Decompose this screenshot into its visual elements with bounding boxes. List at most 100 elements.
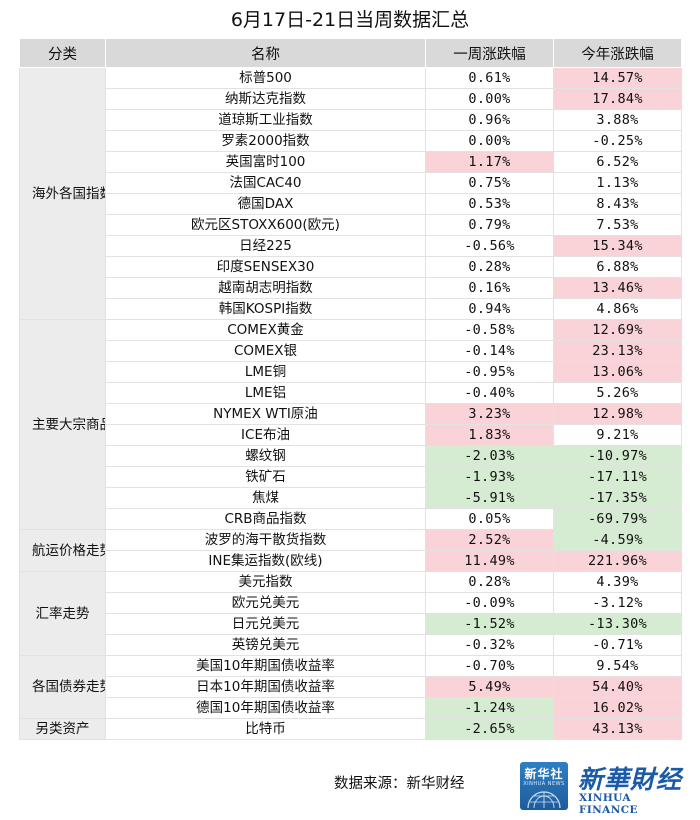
- week-change-cell: 0.96%: [425, 109, 554, 131]
- table-row: 另类资产 比特币 -2.65% 43.13%: [19, 718, 682, 740]
- table-row: 越南胡志明指数 0.16% 13.46%: [20, 277, 682, 299]
- ytd-change-cell: 17.84%: [553, 88, 682, 110]
- table-row: 主要大宗商品 COMEX黄金 -0.58% 12.69%: [19, 319, 682, 530]
- week-change-cell: 0.75%: [425, 172, 554, 194]
- name-cell: CRB商品指数: [105, 508, 426, 530]
- week-change-cell: 1.83%: [425, 424, 554, 446]
- table-row: LME铜 -0.95% 13.06%: [20, 361, 682, 383]
- name-cell: 道琼斯工业指数: [105, 109, 426, 131]
- xinhua-finance-logo: 新華財经 XINHUA FINANCE: [578, 765, 683, 816]
- week-change-cell: -0.09%: [425, 592, 554, 614]
- name-cell: 罗素2000指数: [105, 130, 426, 152]
- table-row: 英国富时100 1.17% 6.52%: [20, 151, 682, 173]
- name-cell: 焦煤: [105, 487, 426, 509]
- name-cell: 铁矿石: [105, 466, 426, 488]
- table-row: 印度SENSEX30 0.28% 6.88%: [20, 256, 682, 278]
- name-cell: 日本10年期国债收益率: [105, 676, 426, 698]
- week-change-cell: -1.24%: [425, 697, 554, 719]
- table-row: NYMEX WTI原油 3.23% 12.98%: [20, 403, 682, 425]
- name-cell: 波罗的海干散货指数: [105, 529, 426, 551]
- name-cell: LME铝: [105, 382, 426, 404]
- name-cell: 英镑兑美元: [105, 634, 426, 656]
- name-cell: ICE布油: [105, 424, 426, 446]
- ytd-change-cell: -10.97%: [553, 445, 682, 467]
- week-change-cell: -2.03%: [425, 445, 554, 467]
- ytd-change-cell: -17.11%: [553, 466, 682, 488]
- xinhua-news-logo: 新华社 XINHUA NEWS: [520, 762, 568, 810]
- ytd-change-cell: 23.13%: [553, 340, 682, 362]
- header-category: 分类: [19, 38, 106, 68]
- category-cell: 汇率走势: [19, 571, 106, 656]
- name-cell: 印度SENSEX30: [105, 256, 426, 278]
- table-row: 德国DAX 0.53% 8.43%: [20, 193, 682, 215]
- week-change-cell: -5.91%: [425, 487, 554, 509]
- category-cell: 各国债券走势: [19, 655, 106, 719]
- ytd-change-cell: 16.02%: [553, 697, 682, 719]
- ytd-change-cell: 12.69%: [553, 319, 682, 341]
- ytd-change-cell: 9.21%: [553, 424, 682, 446]
- name-cell: 越南胡志明指数: [105, 277, 426, 299]
- name-cell: 日经225: [105, 235, 426, 257]
- table-row: 日元兑美元 -1.52% -13.30%: [20, 613, 682, 635]
- week-change-cell: -0.95%: [425, 361, 554, 383]
- week-change-cell: -2.65%: [425, 718, 554, 740]
- ytd-change-cell: 14.57%: [553, 67, 682, 89]
- ytd-change-cell: 3.88%: [553, 109, 682, 131]
- name-cell: COMEX银: [105, 340, 426, 362]
- table-row: COMEX银 -0.14% 23.13%: [20, 340, 682, 362]
- name-cell: 德国10年期国债收益率: [105, 697, 426, 719]
- table-row: 韩国KOSPI指数 0.94% 4.86%: [20, 298, 682, 320]
- ytd-change-cell: -69.79%: [553, 508, 682, 530]
- ytd-change-cell: -0.25%: [553, 130, 682, 152]
- name-cell: 欧元区STOXX600(欧元): [105, 214, 426, 236]
- week-change-cell: -0.32%: [425, 634, 554, 656]
- name-cell: 欧元兑美元: [105, 592, 426, 614]
- table-row: 纳斯达克指数 0.00% 17.84%: [20, 88, 682, 110]
- name-cell: NYMEX WTI原油: [105, 403, 426, 425]
- summary-table: 分类 名称 一周涨跌幅 今年涨跌幅 海外各国指数 标普500 0.61% 14.57%…: [19, 38, 682, 740]
- name-cell: 韩国KOSPI指数: [105, 298, 426, 320]
- name-cell: 法国CAC40: [105, 172, 426, 194]
- header-ytd-change: 今年涨跌幅: [553, 38, 682, 68]
- week-change-cell: 0.05%: [425, 508, 554, 530]
- name-cell: 美国10年期国债收益率: [105, 655, 426, 677]
- category-cell: 海外各国指数: [19, 67, 106, 320]
- table-row: 螺纹钢 -2.03% -10.97%: [20, 445, 682, 467]
- ytd-change-cell: 6.88%: [553, 256, 682, 278]
- ytd-change-cell: 4.39%: [553, 571, 682, 593]
- footer: 数据来源：新华财经 新华社 XINHUA NEWS 新華財经 XINHUA FI…: [0, 758, 700, 818]
- ytd-change-cell: 6.52%: [553, 151, 682, 173]
- table-row: 日经225 -0.56% 15.34%: [20, 235, 682, 257]
- ytd-change-cell: -0.71%: [553, 634, 682, 656]
- name-cell: 比特币: [105, 718, 426, 740]
- table-row: 铁矿石 -1.93% -17.11%: [20, 466, 682, 488]
- name-cell: 美元指数: [105, 571, 426, 593]
- name-cell: 标普500: [105, 67, 426, 89]
- header-week-change: 一周涨跌幅: [425, 38, 554, 68]
- ytd-change-cell: -13.30%: [553, 613, 682, 635]
- ytd-change-cell: -4.59%: [553, 529, 682, 551]
- header-name: 名称: [105, 38, 426, 68]
- ytd-change-cell: -3.12%: [553, 592, 682, 614]
- table-row: 航运价格走势 波罗的海干散货指数 2.52% -4.59%: [19, 529, 682, 572]
- week-change-cell: -0.70%: [425, 655, 554, 677]
- category-cell: 主要大宗商品: [19, 319, 106, 530]
- name-cell: 螺纹钢: [105, 445, 426, 467]
- table-row: 罗素2000指数 0.00% -0.25%: [20, 130, 682, 152]
- table-row: 英镑兑美元 -0.32% -0.71%: [20, 634, 682, 656]
- week-change-cell: -0.56%: [425, 235, 554, 257]
- name-cell: 日元兑美元: [105, 613, 426, 635]
- table-body: 海外各国指数 标普500 0.61% 14.57% 纳斯达克指数 0.00% 17.84% 道…: [19, 67, 682, 740]
- category-cell: 航运价格走势: [19, 529, 106, 572]
- table-row: 各国债券走势 美国10年期国债收益率 -0.70% 9.54%: [19, 655, 682, 719]
- week-change-cell: 2.52%: [425, 529, 554, 551]
- name-cell: INE集运指数(欧线): [105, 550, 426, 572]
- week-change-cell: 0.28%: [425, 571, 554, 593]
- week-change-cell: 1.17%: [425, 151, 554, 173]
- week-change-cell: 5.49%: [425, 676, 554, 698]
- week-change-cell: -0.14%: [425, 340, 554, 362]
- week-change-cell: 0.94%: [425, 298, 554, 320]
- table-row: INE集运指数(欧线) 11.49% 221.96%: [20, 550, 682, 572]
- week-change-cell: 11.49%: [425, 550, 554, 572]
- week-change-cell: 0.79%: [425, 214, 554, 236]
